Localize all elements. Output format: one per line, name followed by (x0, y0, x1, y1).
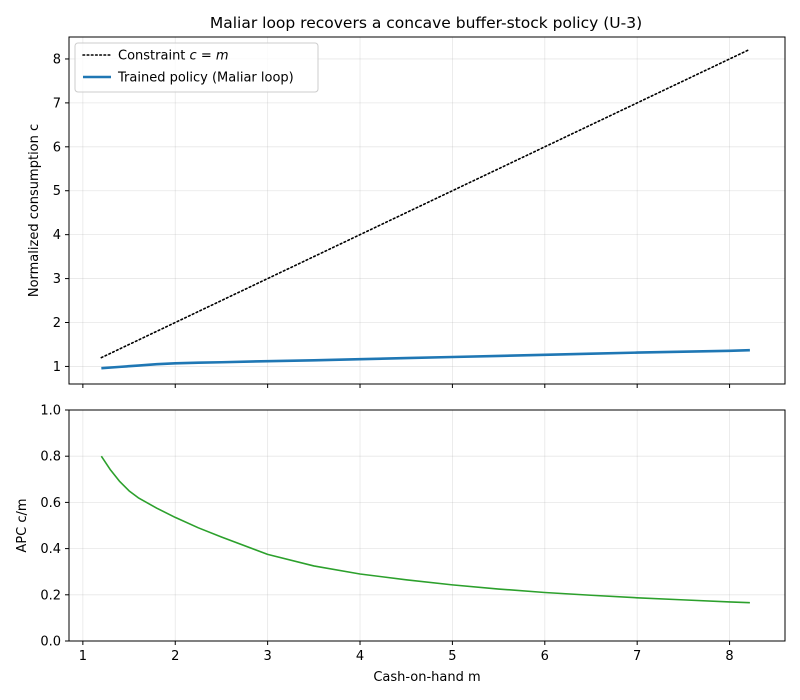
legend-label-math: c = m (190, 49, 229, 64)
chart-title: Maliar loop recovers a concave buffer-st… (210, 14, 642, 32)
y-tick-label: 0.4 (40, 542, 61, 557)
legend-label-policy: Trained policy (Maliar loop) (117, 71, 294, 86)
y-axis-label: APC c/m (15, 498, 30, 552)
y-tick-label: 3 (53, 272, 61, 287)
axes-frame (68, 409, 786, 642)
x-tick-label: 2 (171, 649, 179, 664)
y-tick-label: 8 (53, 52, 61, 67)
panel-apc: 1 2 3 4 5 6 7 8 0.0 0.2 0.4 0.6 0.8 1.0 APC c/m Cash-on… (15, 404, 786, 685)
y-tick-label: 4 (53, 228, 61, 243)
y-tick-label: 0.8 (40, 450, 61, 465)
y-tick-label: 6 (53, 140, 61, 155)
y-tick-label: 0.2 (40, 588, 61, 603)
y-tick-label: 1 (53, 360, 61, 375)
x-tick-label: 6 (541, 649, 549, 664)
x-axis-label: Cash-on-hand m (373, 670, 480, 685)
x-tick-label: 5 (448, 649, 456, 664)
axes-frame (68, 36, 786, 385)
constraint-line (100, 48, 751, 359)
y-tick-label: 7 (53, 96, 61, 111)
legend-label-constraint: Constraint c = m (118, 49, 229, 64)
legend-label-prefix: Constraint (118, 49, 190, 64)
x-tick-label: 4 (356, 649, 364, 664)
x-tick-label: 7 (633, 649, 641, 664)
y-tick-label: 0.0 (40, 635, 61, 650)
apc-line (100, 455, 750, 604)
y-tick-label: 1.0 (40, 404, 61, 419)
policy-line (101, 348, 750, 370)
x-tick-label: 3 (263, 649, 271, 664)
legend-box (74, 42, 319, 93)
y-tick-label: 0.6 (40, 496, 61, 511)
x-tick-label: 8 (725, 649, 733, 664)
panel-consumption-policy: 1 2 3 4 5 6 7 8 Normalized consumption c Constrai… (27, 36, 786, 388)
y-tick-label: 5 (53, 184, 61, 199)
y-axis-label: Normalized consumption c (27, 124, 42, 297)
y-tick-label: 2 (53, 316, 61, 331)
x-tick-label: 1 (79, 649, 87, 664)
